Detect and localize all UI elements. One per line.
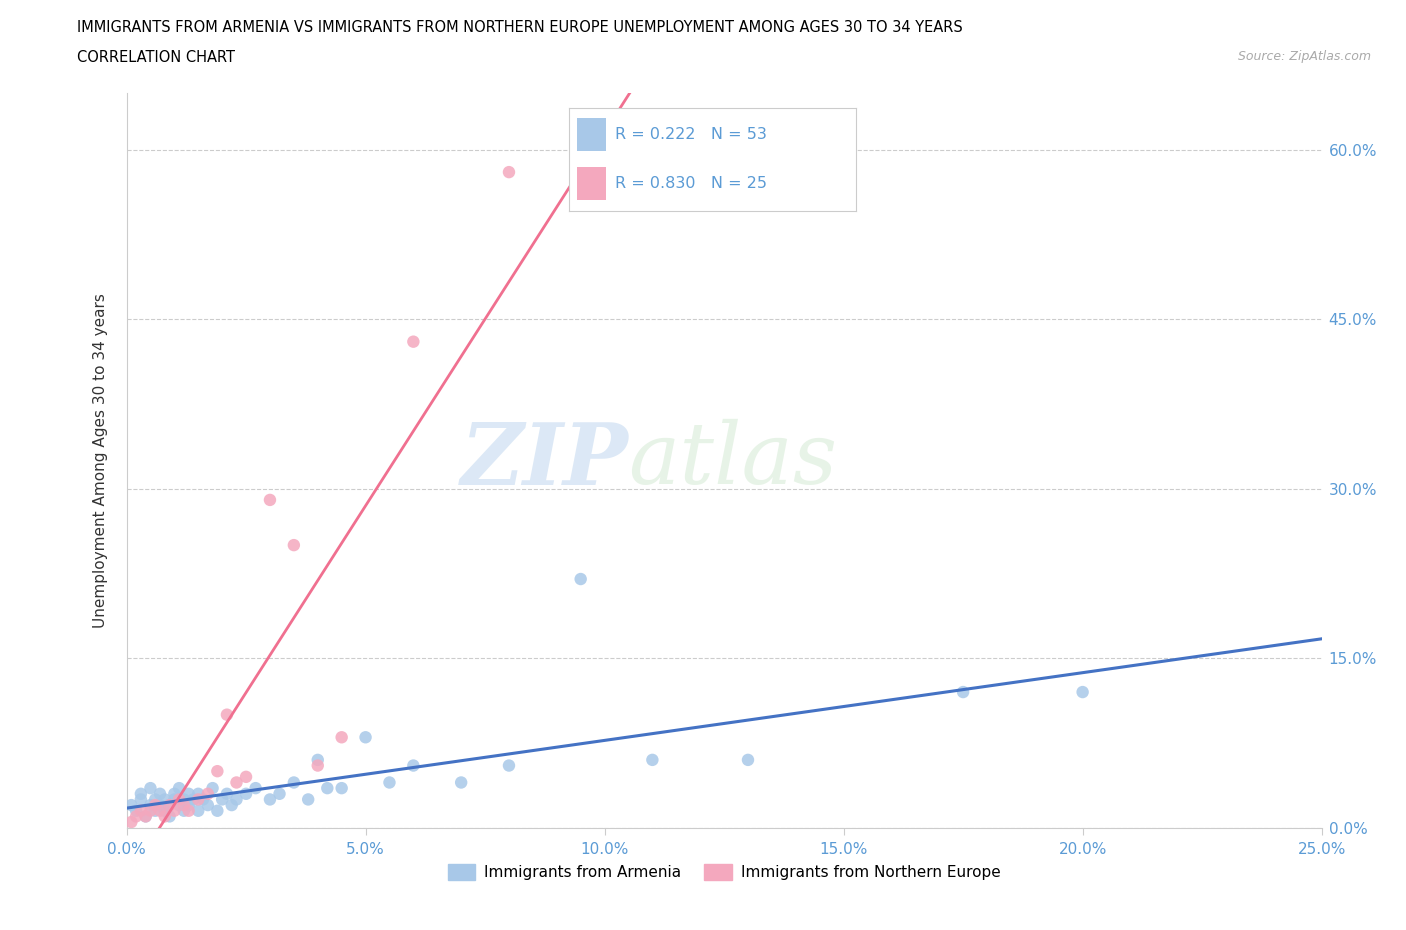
Point [153,809,176,824]
Y-axis label: Unemployment Among Ages 30 to 34 years: Unemployment Among Ages 30 to 34 years [93,293,108,628]
Point [139,798,162,813]
Point [316,780,339,795]
Point [167,780,190,795]
Point [159,798,181,813]
Point [120,815,142,830]
Point [378,775,401,790]
Point [259,792,281,807]
Point [215,707,238,722]
Point [139,780,162,795]
Point [307,752,329,767]
Point [149,798,172,813]
Point [177,804,200,818]
Point [143,792,166,807]
Point [297,792,319,807]
Point [125,809,148,824]
Point [139,804,162,818]
Point [221,798,243,813]
Point [269,787,291,802]
Point [125,804,148,818]
Point [259,493,281,508]
Point [450,775,472,790]
Point [135,809,157,824]
Point [173,798,195,813]
Point [307,758,329,773]
Text: Source: ZipAtlas.com: Source: ZipAtlas.com [1237,50,1371,63]
Point [163,787,186,802]
Point [129,804,152,818]
Text: IMMIGRANTS FROM ARMENIA VS IMMIGRANTS FROM NORTHERN EUROPE UNEMPLOYMENT AMONG AG: IMMIGRANTS FROM ARMENIA VS IMMIGRANTS FR… [77,20,963,35]
Point [120,798,142,813]
Point [167,798,190,813]
Point [235,787,257,802]
Point [177,787,200,802]
Point [225,775,247,790]
Point [167,792,190,807]
Point [1071,684,1094,699]
Point [187,804,209,818]
Point [177,798,200,813]
Point [187,792,209,807]
Point [330,730,353,745]
Point [149,787,172,802]
Point [183,792,205,807]
Text: CORRELATION CHART: CORRELATION CHART [77,50,235,65]
Point [498,758,520,773]
Point [173,792,195,807]
Point [159,809,181,824]
Point [211,792,233,807]
Point [569,572,592,587]
Point [149,804,172,818]
Point [129,787,152,802]
Point [143,804,166,818]
Point [143,798,166,813]
Point [402,758,425,773]
Point [163,792,186,807]
Point [207,764,229,778]
Point [197,787,219,802]
Point [207,804,229,818]
Point [354,730,377,745]
Text: atlas: atlas [628,419,838,501]
Point [402,334,425,349]
Point [201,780,224,795]
Point [235,769,257,784]
Point [191,792,214,807]
Legend: Immigrants from Armenia, Immigrants from Northern Europe: Immigrants from Armenia, Immigrants from… [441,858,1007,886]
Point [153,804,176,818]
Point [330,780,353,795]
Point [225,792,247,807]
Point [153,792,176,807]
Text: ZIP: ZIP [461,418,628,502]
Point [283,775,305,790]
Point [641,752,664,767]
Point [215,787,238,802]
Point [245,780,267,795]
Point [135,809,157,824]
Point [952,684,974,699]
Point [187,787,209,802]
Point [737,752,759,767]
Point [498,165,520,179]
Point [197,798,219,813]
Point [159,798,181,813]
Point [163,804,186,818]
Point [283,538,305,552]
Point [129,792,152,807]
Point [173,804,195,818]
